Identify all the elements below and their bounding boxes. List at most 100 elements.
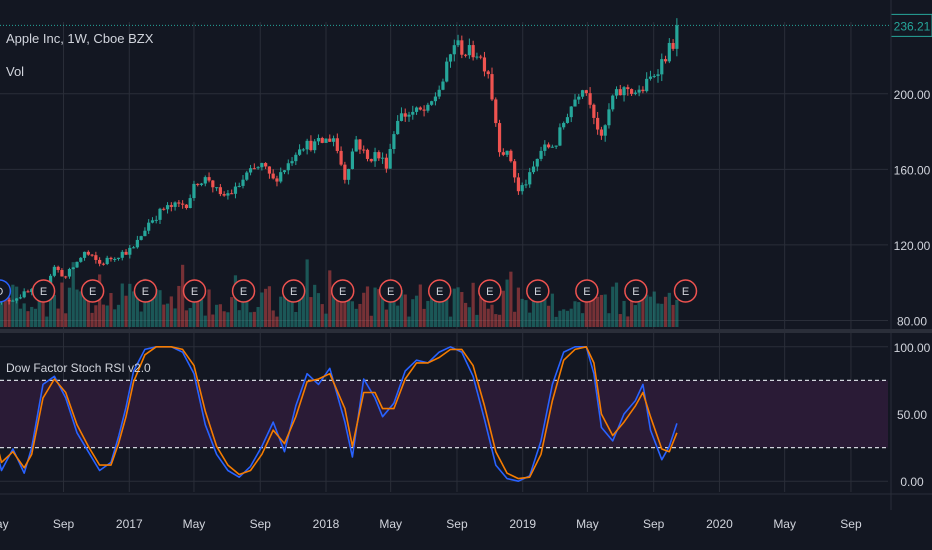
candle-body[interactable] [218,187,222,195]
candle-body[interactable] [433,96,438,102]
candle-body[interactable] [331,138,336,142]
candle-body[interactable] [373,152,377,162]
candle-body[interactable] [528,172,532,185]
candle-body[interactable] [558,127,562,146]
candle-body[interactable] [471,45,475,58]
candle-body[interactable] [230,193,234,195]
candle-body[interactable] [105,257,109,265]
candle-body[interactable] [139,236,143,240]
candle-body[interactable] [550,146,554,148]
candle-body[interactable] [154,219,158,221]
candle-body[interactable] [109,257,113,260]
candle-body[interactable] [380,157,385,159]
candle-body[interactable] [316,138,321,142]
candle-body[interactable] [392,134,396,150]
candle-body[interactable] [267,166,272,174]
candle-body[interactable] [524,184,528,186]
candle-body[interactable] [233,186,238,194]
candle-body[interactable] [305,140,309,150]
candle-body[interactable] [426,104,430,111]
candle-body[interactable] [377,152,381,159]
candle-body[interactable] [169,205,173,207]
candle-body[interactable] [158,208,162,220]
candle-body[interactable] [143,230,147,237]
candle-body[interactable] [56,266,60,271]
candle-body[interactable] [162,208,166,210]
candle-body[interactable] [297,149,302,155]
earnings-marker[interactable] [231,279,256,303]
candle-body[interactable] [113,258,117,260]
candle-body[interactable] [407,114,411,117]
candle-body[interactable] [414,107,419,112]
earnings-marker[interactable] [575,279,599,303]
candle-body[interactable] [86,251,90,255]
candle-body[interactable] [460,40,464,55]
earnings-marker[interactable] [133,279,158,303]
candle-body[interactable] [637,89,641,93]
candle-body[interactable] [535,158,539,167]
earnings-marker[interactable] [478,279,502,303]
candle-body[interactable] [497,123,502,153]
candle-body[interactable] [418,107,422,110]
candle-body[interactable] [648,76,653,79]
candle-body[interactable] [494,99,498,124]
candle-body[interactable] [486,71,490,75]
candle-body[interactable] [463,54,468,56]
candle-body[interactable] [245,172,249,180]
candle-body[interactable] [671,42,675,49]
candle-body[interactable] [237,185,241,187]
candle-body[interactable] [358,139,362,150]
candle-body[interactable] [328,138,332,142]
candle-body[interactable] [135,239,139,248]
candle-body[interactable] [147,222,151,231]
candle-body[interactable] [214,187,219,189]
candle-body[interactable] [64,276,68,278]
candle-body[interactable] [79,257,83,262]
candle-body[interactable] [388,149,392,169]
candle-body[interactable] [264,163,268,167]
candle-body[interactable] [607,109,611,126]
candle-body[interactable] [173,202,177,207]
candle-body[interactable] [252,168,256,170]
candle-body[interactable] [430,101,434,105]
candle-body[interactable] [580,90,585,97]
candle-body[interactable] [101,263,106,265]
candle-body[interactable] [652,75,656,77]
dividend-marker[interactable] [0,279,12,303]
oscillator-pane[interactable] [0,346,888,482]
candle-body[interactable] [248,168,253,173]
candle-body[interactable] [75,261,79,268]
candle-body[interactable] [565,117,570,123]
candle-body[interactable] [362,149,366,151]
candle-body[interactable] [177,202,181,204]
candle-body[interactable] [7,299,11,302]
candle-body[interactable] [554,145,558,147]
candle-body[interactable] [622,87,626,96]
candle-body[interactable] [475,56,479,58]
candle-body[interactable] [641,89,645,92]
candle-body[interactable] [313,141,317,151]
candle-body[interactable] [294,154,298,162]
candle-body[interactable] [543,144,547,151]
candle-body[interactable] [11,300,15,302]
candle-body[interactable] [573,99,577,107]
candle-body[interactable] [120,251,124,258]
candle-body[interactable] [275,178,279,182]
candle-body[interactable] [343,164,347,180]
candle-body[interactable] [441,81,445,90]
candle-body[interactable] [82,251,87,258]
candle-body[interactable] [354,139,358,152]
candle-body[interactable] [124,251,128,255]
candle-body[interactable] [290,161,294,164]
candle-body[interactable] [501,152,505,155]
candle-body[interactable] [131,247,136,249]
candle-body[interactable] [203,177,207,184]
candle-body[interactable] [614,89,619,96]
stoch-d-line[interactable] [0,346,678,480]
candle-body[interactable] [188,198,192,209]
candle-body[interactable] [422,109,426,111]
candle-body[interactable] [633,92,637,94]
candle-body[interactable] [592,104,596,118]
earnings-marker[interactable] [526,279,550,303]
candle-body[interactable] [629,89,634,94]
